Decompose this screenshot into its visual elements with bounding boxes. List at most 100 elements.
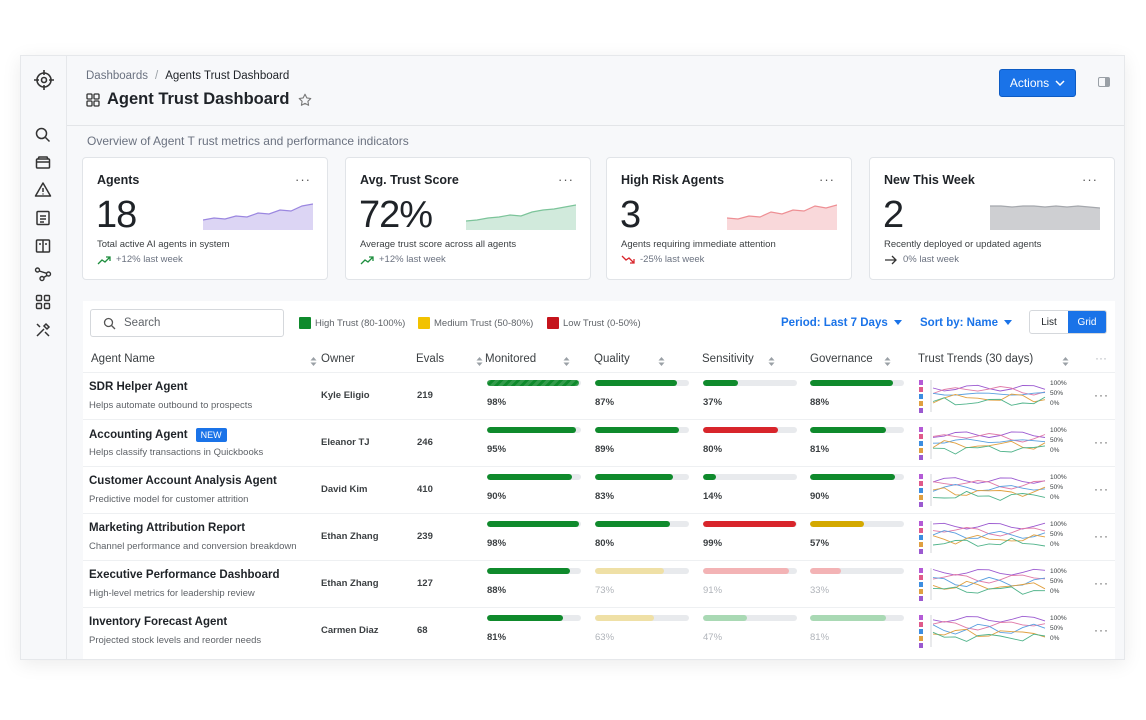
metric-percent: 81% — [487, 632, 507, 643]
metric-bar-fill — [487, 568, 570, 574]
column-header[interactable]: Governance — [810, 353, 873, 365]
row-more-icon[interactable]: ··· — [1094, 576, 1109, 590]
agent-name[interactable]: Accounting Agent — [89, 429, 188, 441]
column-header[interactable]: Agent Name — [91, 353, 155, 365]
period-dropdown[interactable]: Period: Last 7 Days — [781, 317, 902, 329]
sort-icon[interactable] — [310, 356, 317, 367]
table-row[interactable]: Accounting Agent NEW Helps classify transa… — [83, 419, 1115, 466]
row-more-icon[interactable]: ··· — [1094, 388, 1109, 402]
metric-bar-fill — [595, 427, 679, 433]
more-options-icon[interactable]: ··· — [558, 172, 574, 187]
book-icon[interactable] — [34, 237, 52, 255]
metric-percent: 57% — [810, 538, 830, 549]
row-more-icon[interactable]: ··· — [1094, 529, 1109, 543]
metric-bar-track — [487, 474, 581, 480]
column-header-label: Governance — [810, 353, 873, 365]
metric-cell: 90% — [810, 474, 904, 502]
agent-name[interactable]: Customer Account Analysis Agent — [89, 475, 277, 487]
metric-cell: 81% — [810, 615, 904, 643]
trend-line — [932, 623, 1046, 635]
agent-name-cell: Accounting Agent NEW — [89, 428, 227, 442]
grid-view-button[interactable]: Grid — [1068, 311, 1106, 333]
breadcrumb-parent[interactable]: Dashboards — [86, 70, 149, 82]
metric-bar-fill — [595, 615, 655, 621]
trend-axis-label: 100% — [1050, 615, 1067, 622]
metric-bar-track — [487, 615, 581, 621]
metric-cell: 47% — [703, 615, 797, 643]
column-header[interactable]: Monitored — [485, 353, 536, 365]
actions-button[interactable]: Actions — [999, 69, 1076, 97]
table-row[interactable]: Marketing Attribution Report Channel perf… — [83, 513, 1115, 560]
favorite-star-icon[interactable] — [298, 93, 312, 107]
sort-icon[interactable] — [768, 356, 775, 367]
row-more-icon[interactable]: ··· — [1094, 623, 1109, 637]
workflow-icon[interactable] — [34, 265, 52, 283]
agent-name[interactable]: Executive Performance Dashboard — [89, 569, 280, 581]
panel-toggle-icon[interactable] — [1098, 77, 1110, 87]
column-header[interactable]: Owner — [321, 353, 355, 365]
series-marker — [919, 387, 923, 392]
trend-axis-label: 50% — [1050, 390, 1063, 397]
sort-icon[interactable] — [884, 356, 891, 367]
agent-name[interactable]: Marketing Attribution Report — [89, 522, 246, 534]
inbox-icon[interactable] — [34, 154, 52, 172]
metric-bar-fill — [487, 380, 580, 386]
row-more-icon[interactable]: ··· — [1094, 435, 1109, 449]
column-header[interactable]: Quality — [594, 353, 630, 365]
card-sparkline — [990, 205, 1100, 230]
series-marker — [919, 448, 923, 453]
dashboard-grid-icon — [86, 92, 100, 107]
report-icon[interactable] — [34, 209, 52, 227]
column-header[interactable]: Sensitivity — [702, 353, 754, 365]
sort-dropdown[interactable]: Sort by: Name — [920, 317, 1012, 329]
sparkline-line — [727, 204, 837, 220]
trend-axis-label: 100% — [1050, 521, 1067, 528]
metric-bar-fill — [703, 427, 779, 433]
trend-line — [932, 621, 1046, 631]
more-options-icon[interactable]: ··· — [1082, 172, 1098, 187]
sort-icon[interactable] — [1062, 356, 1069, 367]
table-row[interactable]: Executive Performance Dashboard High-leve… — [83, 560, 1115, 607]
header-more-icon[interactable]: ··· — [1095, 351, 1107, 365]
metric-percent: 95% — [487, 444, 507, 455]
series-marker — [919, 589, 923, 594]
alert-icon[interactable] — [34, 181, 52, 199]
metric-bar-fill — [595, 521, 671, 527]
card-sparkline — [203, 203, 313, 230]
trend-line — [932, 431, 1046, 438]
metric-bar-fill — [810, 474, 895, 480]
metric-cell: 33% — [810, 568, 904, 596]
sort-icon[interactable] — [658, 356, 665, 367]
sort-icon[interactable] — [476, 356, 483, 367]
agent-name[interactable]: SDR Helper Agent — [89, 381, 188, 393]
more-options-icon[interactable]: ··· — [819, 172, 835, 187]
sort-icon[interactable] — [563, 356, 570, 367]
breadcrumb-separator: / — [155, 70, 159, 82]
metric-percent: 89% — [595, 444, 615, 455]
metric-cell: 37% — [703, 380, 797, 408]
table-row[interactable]: Inventory Forecast Agent Projected stock … — [83, 607, 1115, 654]
column-header[interactable]: Evals — [416, 353, 444, 365]
metric-percent: 14% — [703, 491, 723, 502]
legend-high-label: High Trust (80-100%) — [315, 317, 406, 329]
table-row[interactable]: SDR Helper Agent Helps automate outbound … — [83, 372, 1115, 419]
row-more-icon[interactable]: ··· — [1094, 482, 1109, 496]
metric-percent: 87% — [595, 397, 615, 408]
search-input[interactable]: Search — [90, 309, 284, 337]
list-view-button[interactable]: List — [1041, 316, 1057, 328]
actions-label: Actions — [1009, 76, 1050, 90]
table-row[interactable]: Customer Account Analysis Agent Predictiv… — [83, 466, 1115, 513]
more-options-icon[interactable]: ··· — [295, 172, 311, 187]
sparkline-line — [203, 203, 313, 221]
column-header[interactable]: Trust Trends (30 days) — [918, 353, 1033, 365]
metric-bar-track — [595, 521, 689, 527]
agent-name[interactable]: Inventory Forecast Agent — [89, 616, 228, 628]
logo-icon[interactable] — [33, 69, 55, 91]
search-icon[interactable] — [34, 126, 52, 144]
apps-icon[interactable] — [34, 293, 52, 311]
series-marker — [919, 455, 923, 460]
tools-icon[interactable] — [34, 321, 52, 339]
series-marker — [919, 582, 923, 587]
trust-trend-chart: 100% 50% 0% — [919, 521, 1067, 554]
card-change-text: -25% last week — [640, 254, 705, 265]
